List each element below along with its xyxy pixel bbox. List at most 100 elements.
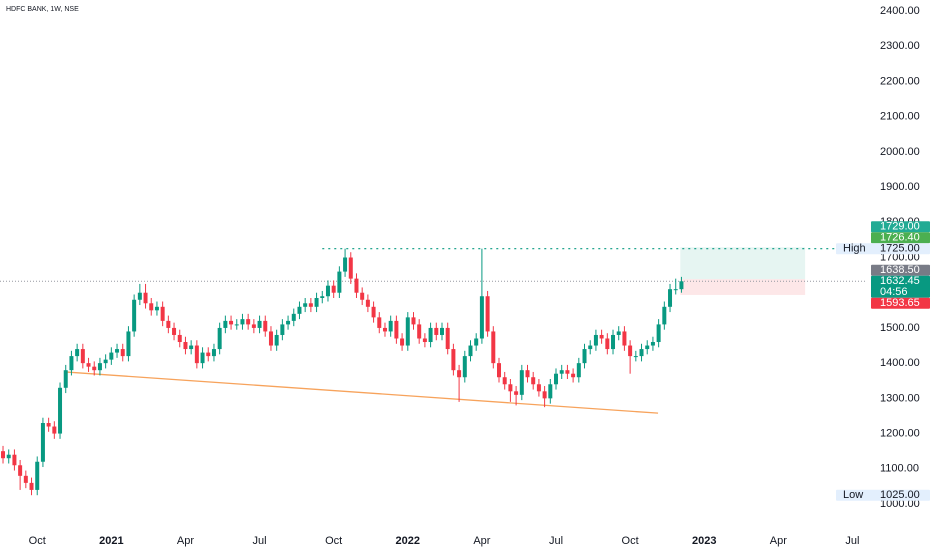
y-tick-label: 2000.00: [880, 146, 920, 158]
candle-body: [18, 465, 23, 476]
candle-body: [120, 349, 125, 357]
price-tag-text: Low: [843, 489, 863, 501]
price-tag: [871, 221, 930, 233]
y-tick-label: 1500.00: [880, 322, 920, 334]
candle-body: [673, 289, 678, 291]
candle-body: [320, 296, 325, 298]
price-tag-label: 1593.65: [880, 297, 920, 309]
candle-body: [445, 327, 450, 350]
x-tick-label: Oct: [29, 535, 46, 547]
candle-body: [468, 345, 473, 357]
y-tick-label: 1400.00: [880, 357, 920, 369]
candle-body: [189, 345, 194, 350]
candle-body: [217, 327, 222, 350]
candle-body: [668, 289, 673, 307]
candle-body: [360, 292, 365, 300]
candle-body: [354, 278, 359, 293]
candle-body: [462, 356, 467, 378]
price-tag-label: 1025.00: [880, 489, 920, 501]
candle-body: [63, 370, 68, 388]
trendline: [65, 371, 659, 414]
x-tick-label: Oct: [622, 535, 639, 547]
candle-body: [576, 363, 581, 378]
candle-body: [622, 331, 627, 346]
candle-body: [268, 331, 273, 346]
candle-body: [394, 320, 399, 339]
candle-body: [605, 338, 610, 350]
price-tag-label: 1726.40: [880, 232, 920, 244]
price-tag-label: 1632.45: [880, 275, 920, 287]
position-stop-zone: [680, 279, 806, 295]
x-tick-label: Apr: [473, 535, 490, 547]
candle-body: [434, 327, 439, 335]
candle-body: [422, 338, 427, 343]
candle-body: [325, 285, 330, 297]
candle-body: [548, 384, 553, 399]
candle-body: [229, 320, 234, 325]
candle-body: [485, 296, 490, 332]
price-tag-text: High: [843, 243, 866, 255]
candle-body: [519, 370, 524, 395]
x-tick-label: Jul: [845, 535, 859, 547]
candle-body: [23, 475, 28, 483]
candle-body: [160, 306, 165, 321]
candle-body: [166, 320, 171, 328]
candle-body: [502, 377, 507, 385]
candle-body: [97, 363, 102, 371]
candle-body: [223, 320, 228, 328]
candle-body: [571, 373, 576, 378]
x-tick-label: Jul: [549, 535, 563, 547]
candle-body: [400, 338, 405, 346]
candle-body: [251, 324, 256, 328]
candle-body: [382, 327, 387, 332]
candle-body: [1, 451, 6, 459]
y-tick-label: 2100.00: [880, 111, 920, 123]
candle-body: [639, 349, 644, 357]
candle-body: [474, 338, 479, 346]
x-tick-label: Apr: [177, 535, 194, 547]
candle-body: [348, 257, 353, 279]
candle-body: [633, 356, 638, 358]
candle-body: [337, 271, 342, 293]
y-tick-label: 1200.00: [880, 427, 920, 439]
candle-body: [314, 297, 319, 307]
price-tag: [836, 243, 930, 255]
candle-body: [588, 345, 593, 350]
candle-body: [286, 320, 291, 325]
candle-body: [303, 303, 308, 307]
candle-body: [172, 327, 177, 335]
x-tick-label: 2021: [99, 535, 123, 547]
candle-body: [211, 349, 216, 357]
candle-body: [662, 306, 667, 325]
price-tag: [871, 232, 930, 244]
candle-body: [308, 303, 313, 307]
price-tag-label: 1729.00: [880, 221, 920, 233]
candle-body: [377, 317, 382, 328]
candle-body: [451, 349, 456, 371]
countdown: 04:56: [880, 286, 908, 298]
candle-body: [439, 327, 444, 335]
candle-body: [679, 281, 684, 290]
candle-body: [508, 384, 513, 392]
candle-body: [6, 454, 11, 459]
candle-body: [86, 363, 91, 367]
candle-body: [628, 345, 633, 357]
candle-body: [137, 292, 142, 300]
candle-body: [35, 461, 40, 490]
candle-body: [46, 423, 51, 427]
candle-body: [491, 331, 496, 364]
candle-body: [274, 334, 279, 346]
candle-body: [52, 426, 57, 434]
candle-body: [92, 366, 97, 371]
candle-body: [331, 285, 336, 293]
candle-body: [388, 320, 393, 332]
candle-body: [257, 320, 262, 328]
candle-body: [183, 342, 188, 350]
candle-body: [343, 257, 348, 272]
candle-body: [263, 320, 268, 332]
candle-body: [599, 334, 604, 339]
candle-body: [479, 296, 484, 339]
candle-body: [514, 391, 519, 395]
